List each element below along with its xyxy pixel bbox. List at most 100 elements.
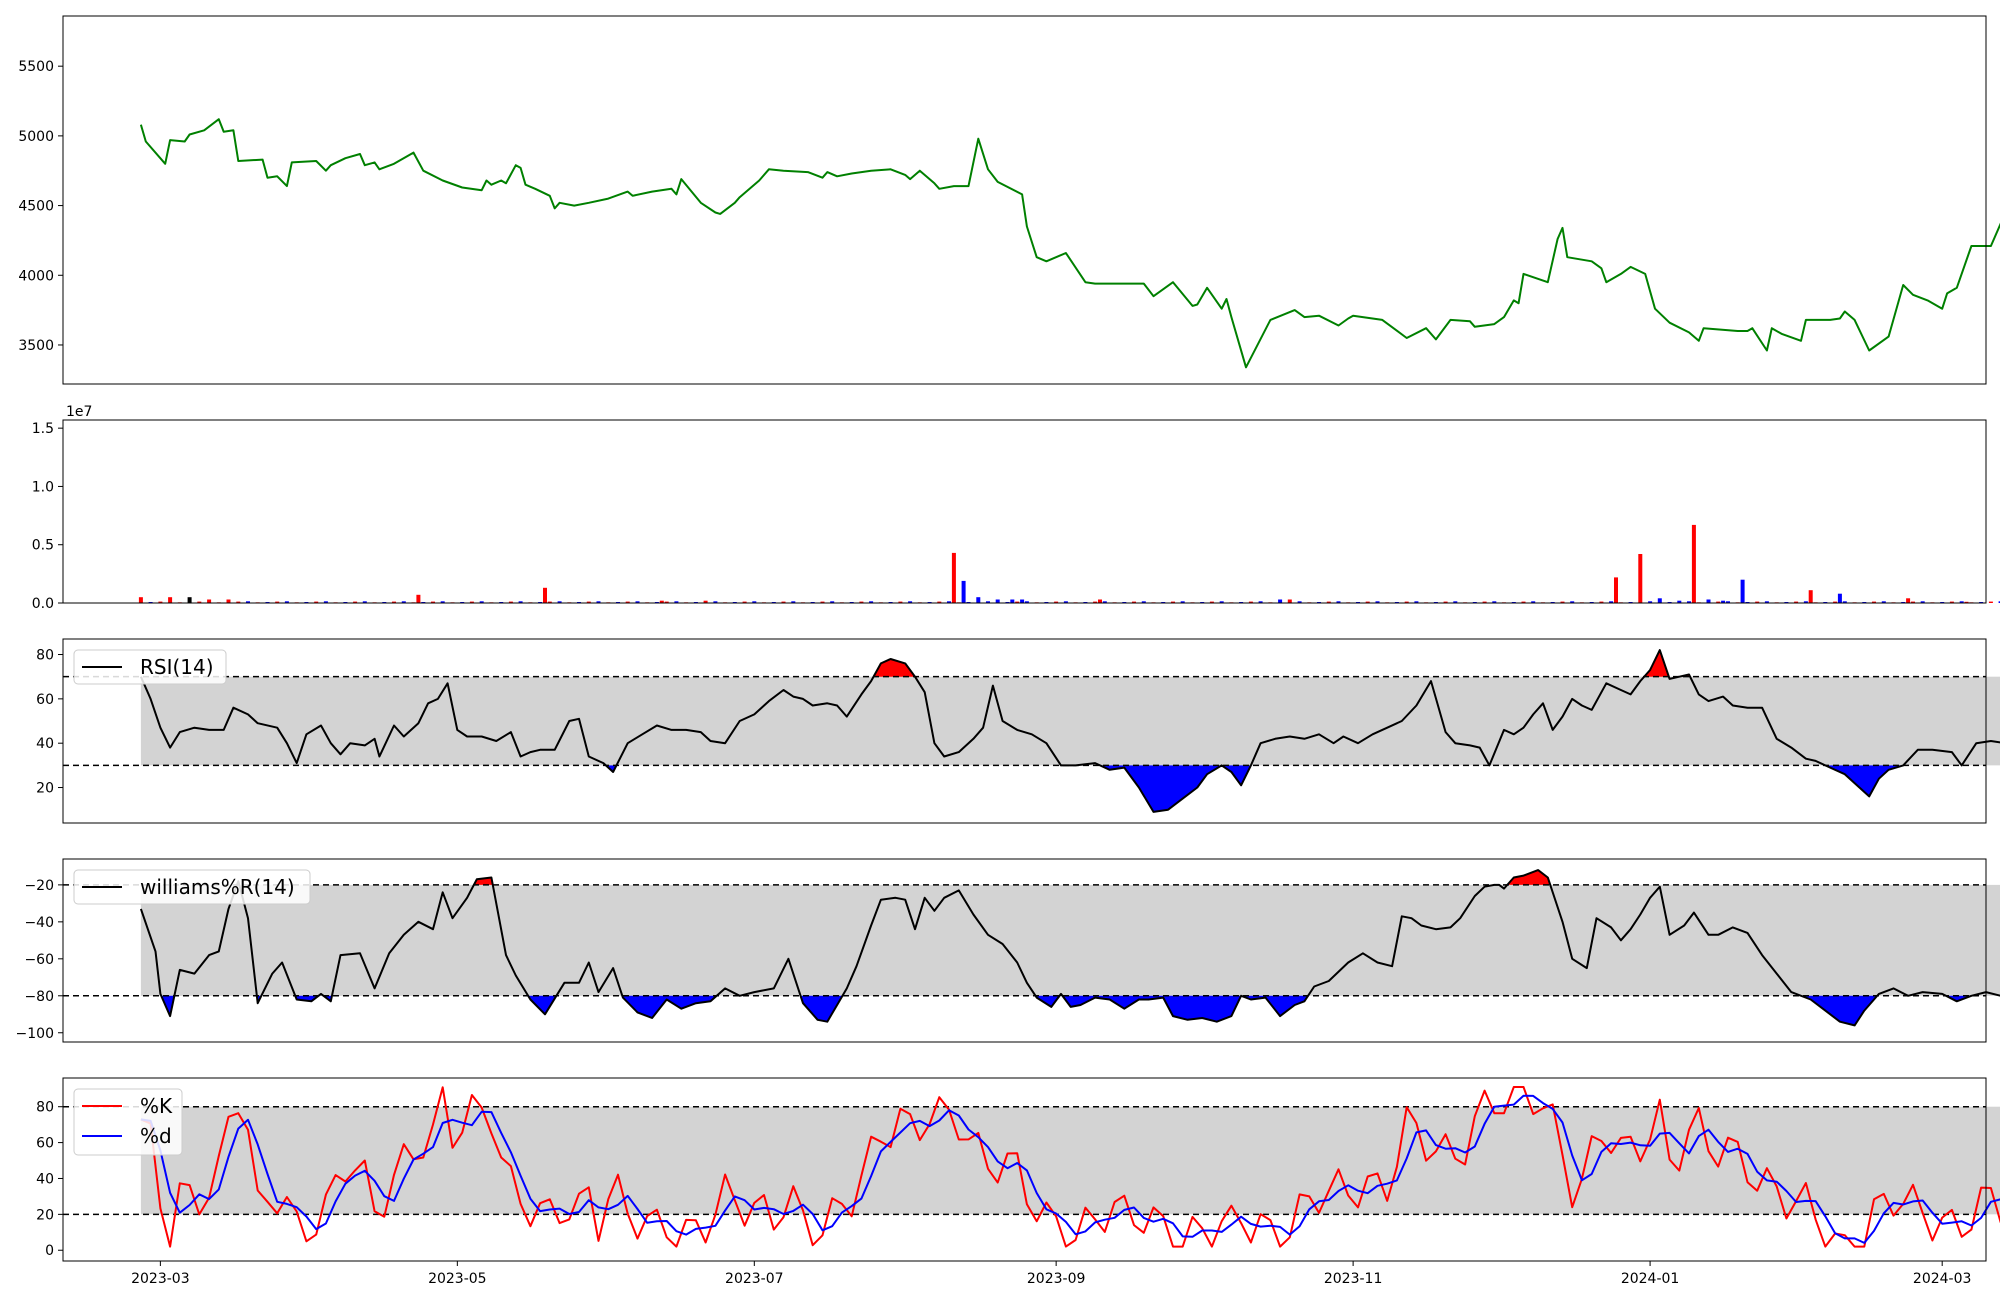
volume-bar — [742, 601, 747, 603]
volume-bar — [158, 601, 163, 603]
oversold-fill — [528, 995, 557, 1015]
volume-panel: 1e7 0.0 0.5 1.0 1.5 — [32, 404, 2000, 612]
volume-bar — [1949, 601, 1954, 603]
volume-bar — [1803, 601, 1808, 603]
y-tick-label: 20 — [36, 781, 54, 797]
volume-bar — [1492, 601, 1497, 603]
volume-bar — [557, 601, 562, 603]
volume-bar — [362, 601, 367, 603]
volume-bar — [1657, 598, 1662, 603]
y-tick-label: 1.0 — [32, 479, 54, 495]
volume-bar — [1837, 593, 1842, 603]
oversold-fill — [1100, 765, 1222, 812]
volume-bar — [431, 601, 435, 603]
volume-bar — [1706, 599, 1711, 603]
volume-bar — [1020, 599, 1025, 603]
volume-bar — [859, 601, 864, 603]
y-tick-label: −100 — [16, 1026, 54, 1042]
volume-bar — [781, 601, 786, 603]
neutral-band — [140, 676, 2000, 766]
volume-bar — [1920, 601, 1925, 603]
volume-bar — [1063, 601, 1068, 603]
volume-bar — [1102, 601, 1107, 603]
volume-bar — [898, 601, 903, 603]
legend-label: williams%R(14) — [140, 875, 295, 899]
y-tick-label: 1.5 — [32, 421, 54, 437]
y-tick-label: 4000 — [18, 268, 54, 284]
volume-bar — [1988, 601, 1993, 603]
axes-frame — [62, 15, 1987, 385]
volume-bar — [1906, 598, 1911, 603]
volume-bar — [1964, 601, 1969, 603]
y-tick-label: 60 — [36, 1136, 54, 1152]
volume-bar — [1132, 601, 1136, 603]
y-tick-label: 0.0 — [32, 596, 54, 612]
volume-bar — [1716, 601, 1721, 603]
legend-box — [73, 649, 227, 685]
stochastic-panel: 0 20 40 60 80 %K %d 2023-03 2023-05 2023-07 2023-0… — [36, 1077, 2000, 1287]
volume-bar — [625, 601, 630, 603]
y-tick-label: −40 — [24, 915, 54, 931]
x-tick-label: 2023-05 — [428, 1271, 487, 1287]
y-tick-label: −20 — [24, 878, 54, 894]
volume-bar — [1726, 601, 1730, 603]
volume-bar — [1278, 599, 1283, 603]
volume-bar — [635, 601, 640, 603]
volume-bar — [674, 601, 679, 603]
percent-d-line — [140, 1094, 2000, 1244]
volume-bar — [207, 599, 212, 603]
y-tick-label: 0 — [45, 1243, 54, 1259]
volume-multiplier-label: 1e7 — [66, 404, 92, 420]
volume-bar — [197, 601, 202, 603]
volume-bar — [951, 552, 956, 603]
volume-bar — [937, 601, 942, 603]
volume-bar — [323, 601, 328, 603]
volume-bar — [226, 599, 231, 603]
volume-bar — [1093, 601, 1098, 603]
volume-bar — [1326, 601, 1331, 603]
axes-frame — [62, 858, 1987, 1043]
volume-bar — [518, 601, 523, 603]
volume-bar — [976, 597, 981, 603]
volume-bar — [1687, 601, 1691, 603]
volume-bar — [752, 601, 757, 603]
volume-bar — [1959, 601, 1964, 603]
volume-bar — [1911, 601, 1915, 603]
volume-bar — [353, 601, 358, 603]
y-tick-label: 60 — [36, 692, 54, 708]
volume-bar — [1180, 601, 1185, 603]
volume-bar — [703, 600, 708, 603]
oversold-fill — [622, 995, 717, 1018]
volume-bar — [1375, 601, 1380, 603]
volume-bar — [1570, 601, 1575, 603]
volume-bar — [236, 601, 241, 603]
indicator-line — [139, 649, 2000, 813]
oversold-fill — [800, 995, 843, 1022]
volume-bar — [1141, 601, 1146, 603]
y-tick-label: 80 — [36, 648, 54, 664]
overbought-fill — [1507, 870, 1551, 885]
x-tick-label: 2023-11 — [1324, 1271, 1383, 1287]
volume-bar — [1842, 601, 1847, 603]
volume-bar — [1609, 601, 1614, 603]
price-line — [139, 118, 2000, 369]
volume-bar — [713, 601, 718, 603]
volume-bar — [986, 601, 990, 603]
volume-bar — [1755, 601, 1760, 603]
volume-bar — [1881, 601, 1886, 603]
volume-bar — [1414, 601, 1419, 603]
volume-bar — [1258, 601, 1263, 603]
volume-bar — [869, 601, 874, 603]
volume-bar — [1531, 601, 1536, 603]
volume-bar — [168, 597, 173, 603]
oversold-fill — [1062, 995, 1242, 1022]
y-tick-label: 40 — [36, 1171, 54, 1187]
volume-bar — [479, 601, 484, 603]
legend-box — [73, 869, 311, 905]
volume-bar — [1833, 601, 1838, 603]
volume-bar — [1015, 601, 1020, 603]
volume-bar — [1219, 601, 1224, 603]
volume-bar — [469, 601, 474, 603]
volume-bar — [586, 601, 591, 603]
